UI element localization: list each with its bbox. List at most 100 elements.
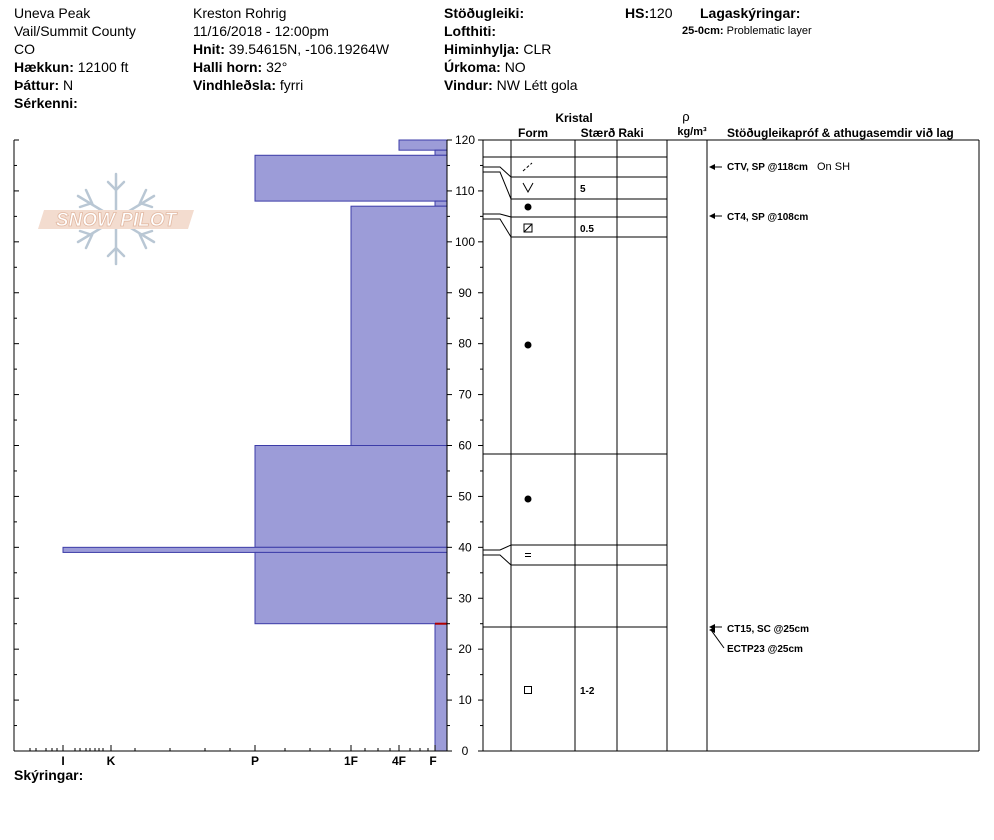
region-name: Vail/Summit County [14,23,136,39]
datetime: 11/16/2018 - 12:00pm [193,23,329,39]
layer-boundary-7 [483,554,667,566]
hardness-bar-3 [434,200,448,207]
features-row: Sérkenni: [14,95,78,111]
hardness-label-P: P [251,754,259,768]
location-name: Uneva Peak [14,5,91,21]
hardness-label-I: I [61,754,64,768]
footer-notes: Skýringar: [14,767,84,783]
wind-value: NW Létt gola [496,77,578,93]
coords-row: Hnit: 39.54615N, -106.19264W [193,41,390,57]
layer-boundary-2 [483,171,667,200]
hardness-bar-6 [62,546,448,553]
rounded-grain-icon-5 [524,495,532,503]
layer-notes-title: Lagaskýringar: [700,5,801,21]
wind-loading-value: fyrri [279,77,304,93]
snowpilot-logo: SNOW PILOT [38,172,194,266]
slope-value: 32° [266,59,288,75]
depth-label-10: 10 [458,693,472,707]
hardness-bar-5 [254,445,448,548]
faceted-rounded-slash-3 [523,223,533,233]
hardness-bar-7 [254,551,448,625]
wind-loading-row: Vindhleðsla: fyrri [193,77,304,93]
test-text-0: CTV, SP @118cm [727,162,808,173]
elevation-value: 12100 ft [77,59,129,75]
elevation-row: Hækkun: 12100 ft [14,59,129,75]
test-text-3: ECTP23 @25cm [727,644,803,655]
hardness-label-K: K [107,754,116,768]
depth-label-0: 0 [462,744,469,758]
depth-label-50: 50 [458,489,472,503]
test-arrow-line-3 [710,629,725,649]
hardness-bar-0 [398,139,448,151]
test-text-2: CT15, SC @25cm [727,624,809,635]
test-text-1: CT4, SP @108cm [727,212,808,223]
depth-label-30: 30 [458,591,472,605]
depth-label-100: 100 [455,235,475,249]
aspect-value: N [63,77,74,93]
header-right: Stöðugleiki: Lofthiti: Himinhylja: CLR Ú… [444,4,578,94]
hardness-label-1F: 1F [344,754,358,768]
test-arrowhead-0 [709,164,715,170]
col-tests: Stöðugleikapróf & athugasemdir við lag [727,126,954,140]
hardness-bar-4 [350,205,448,446]
rounded-grain-icon-4 [524,341,532,349]
test-comment-0: On SH [817,161,850,173]
layer-note-depth: 25-0cm: [682,25,724,37]
stability-row: Stöðugleiki: [444,5,525,21]
test-arrowhead-3 [709,627,715,633]
hardness-label-F: F [429,754,436,768]
layer-note-text: Problematic layer [726,25,812,37]
wind-row: Vindur: NW Létt gola [444,77,578,93]
col-form: Form [518,126,548,140]
depth-label-60: 60 [458,439,472,453]
depth-label-80: 80 [458,337,472,351]
header-left: Uneva Peak Vail/Summit County CO Hækkun:… [14,4,136,112]
hardness-bar-2 [254,154,448,202]
col-rho: ρ [682,109,689,124]
depth-label-120: 120 [455,133,475,147]
hs-value: 120 [649,5,673,21]
hardness-bar-8 [434,623,448,752]
layer-boundary-6 [483,544,667,551]
logo-text: SNOW PILOT [56,210,178,231]
hardness-label-4F: 4F [392,754,406,768]
observer-name: Kreston Rohrig [193,5,287,21]
sky-value: CLR [523,41,552,57]
header-middle: Kreston Rohrig 11/16/2018 - 12:00pm Hnit… [193,4,389,94]
col-moisture: Raki [618,126,643,140]
decomposing-particles-icon-0 [522,162,533,172]
faceted-rounded-icon-3 [523,223,533,233]
precip-row: Úrkoma: NO [444,59,526,75]
state-name: CO [14,41,35,57]
hardness-bar-1 [434,149,448,156]
hs-row: HS:120 [625,5,673,21]
depth-label-70: 70 [458,388,472,402]
coords-value: 39.54615N, -106.19264W [228,41,390,57]
crystal-grid: Kristal Form Stærð Raki ρ kg/m³ Stöðugle… [483,109,980,752]
air-temp-row: Lofthiti: [444,23,497,39]
depth-label-40: 40 [458,540,472,554]
hardness-plot: 0 10 20 30 40 50 60 70 80 90 100 110 120 I K P 1F 4F F [13,133,484,768]
grain-size-7: 1-2 [580,686,595,697]
layer-boundary-3 [483,213,667,218]
depth-hoar-icon-1 [522,182,534,194]
rounded-grain-icon-2 [524,203,532,211]
sky-row: Himinhylja: CLR [444,41,552,57]
slope-row: Halli horn: 32° [193,59,288,75]
logo-banner [38,210,194,229]
grain-size-3: 0.5 [580,224,594,235]
test-arrowhead-1 [709,213,715,219]
depth-label-20: 20 [458,642,472,656]
precip-value: NO [504,59,526,75]
col-crystal: Kristal [555,111,592,125]
layer-boundary-4 [483,218,667,238]
depth-label-110: 110 [455,184,474,198]
col-size: Stærð [581,126,616,140]
aspect-row: Þáttur: N [14,77,74,93]
layer-boundary-1 [483,166,667,178]
faceted-icon-7 [524,686,532,694]
depth-label-90: 90 [458,286,472,300]
layer-note: 25-0cm: Problematic layer [682,22,812,40]
col-density: kg/m³ [677,126,707,138]
